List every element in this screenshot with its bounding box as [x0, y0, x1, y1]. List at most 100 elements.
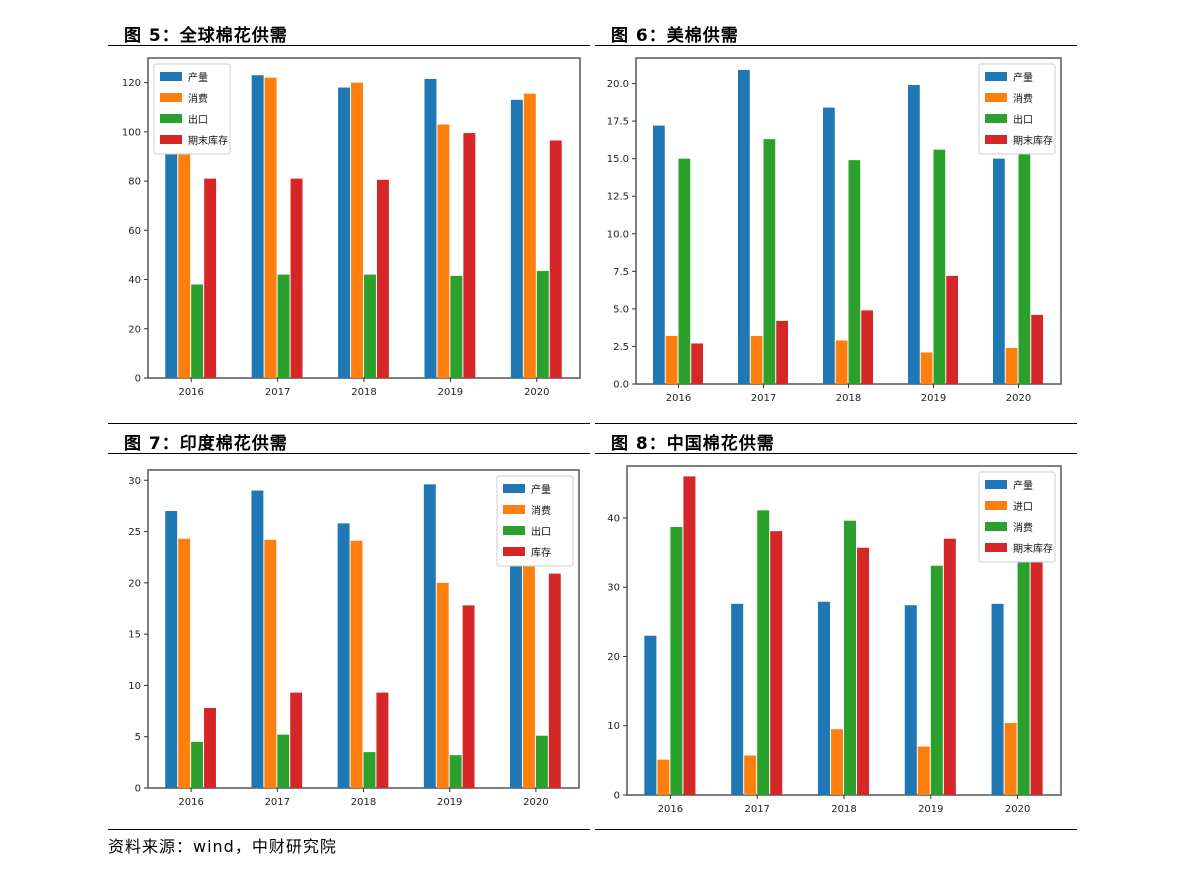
bar-china-2017-s1	[744, 755, 757, 795]
bar-china-2018-s2	[844, 520, 857, 795]
y-tick-label: 10	[128, 681, 141, 692]
y-tick-label: 5	[135, 732, 141, 743]
y-tick-label: 12.5	[607, 192, 629, 203]
bar-us-2018-s1	[835, 340, 848, 384]
bar-global-2016-s1	[178, 94, 191, 378]
separator-rule-right	[595, 423, 1077, 424]
y-tick-label: 10	[607, 721, 620, 732]
y-tick-label: 0	[135, 374, 141, 385]
bar-global-2020-s1	[523, 93, 536, 378]
y-tick-label: 5.0	[613, 304, 629, 315]
legend-box-us	[978, 63, 1056, 155]
legend-label: 产量	[531, 483, 551, 496]
y-tick-label: 15.0	[607, 154, 629, 165]
bar-us-2016-s2	[678, 158, 691, 384]
bar-us-2017-s1	[750, 335, 763, 384]
bar-global-2017-s0	[251, 75, 264, 378]
legend-label: 期末库存	[188, 134, 228, 147]
bar-global-2019-s2	[450, 275, 463, 378]
legend-swatch	[985, 501, 1007, 510]
bar-global-2017-s1	[264, 77, 277, 378]
separator-rule-left	[108, 423, 590, 424]
legend-label: 消费	[531, 504, 551, 517]
legend-label: 消费	[1013, 521, 1033, 534]
legend-swatch	[985, 114, 1007, 123]
y-tick-label: 30	[128, 476, 141, 487]
y-tick-label: 80	[128, 177, 141, 188]
bar-india-2018-s0	[337, 523, 350, 788]
bar-china-2019-s1	[917, 746, 930, 795]
legend-swatch	[503, 547, 525, 556]
bar-china-2020-s0	[991, 603, 1004, 795]
x-tick-label: 2019	[918, 804, 943, 815]
legend-swatch	[503, 484, 525, 493]
bar-china-2018-s0	[817, 601, 830, 795]
bar-global-2016-s3	[204, 178, 217, 378]
title-rule-india	[108, 453, 590, 454]
x-tick-label: 2016	[658, 804, 683, 815]
x-tick-label: 2019	[438, 387, 463, 398]
y-tick-label: 15	[128, 630, 141, 641]
legend-label: 产量	[188, 71, 208, 84]
x-tick-label: 2019	[921, 393, 946, 404]
chart-title-china: 图 8：中国棉花供需	[611, 434, 775, 454]
legend-swatch	[985, 135, 1007, 144]
x-tick-label: 2018	[351, 797, 376, 808]
bar-us-2020-s2	[1018, 151, 1031, 384]
legend-swatch	[985, 543, 1007, 552]
bar-china-2020-s2	[1017, 538, 1030, 795]
y-tick-label: 2.5	[613, 342, 629, 353]
y-tick-label: 20.0	[607, 79, 629, 90]
bar-global-2018-s1	[351, 82, 363, 378]
bar-us-2017-s2	[763, 139, 776, 384]
bar-china-2016-s1	[657, 759, 670, 795]
bar-india-2016-s3	[204, 707, 216, 788]
bar-china-2016-s2	[670, 526, 683, 795]
x-tick-label: 2018	[836, 393, 861, 404]
legend-label: 出口	[188, 113, 208, 126]
bar-china-2019-s0	[904, 605, 917, 795]
legend-swatch	[160, 114, 182, 123]
bar-india-2016-s1	[178, 538, 191, 788]
bar-global-2020-s2	[536, 270, 549, 378]
legend-swatch	[160, 135, 182, 144]
y-tick-label: 20	[128, 324, 141, 335]
y-tick-label: 0	[614, 791, 620, 802]
y-tick-label: 0	[135, 784, 141, 795]
legend-swatch	[985, 72, 1007, 81]
bar-global-2019-s0	[424, 78, 437, 378]
y-tick-label: 20	[607, 652, 620, 663]
legend-label: 消费	[1013, 92, 1033, 105]
legend-box-global	[153, 63, 231, 155]
x-tick-label: 2020	[1006, 393, 1031, 404]
bar-india-2020-s0	[510, 480, 522, 788]
x-tick-label: 2016	[178, 797, 203, 808]
bar-global-2018-s0	[338, 87, 351, 379]
bar-us-2017-s0	[738, 70, 750, 384]
bar-india-2020-s1	[522, 562, 535, 788]
x-tick-label: 2019	[437, 797, 462, 808]
x-tick-label: 2018	[831, 804, 856, 815]
legend-label: 期末库存	[1013, 134, 1053, 147]
bar-global-2020-s3	[549, 140, 562, 378]
bar-china-2018-s1	[830, 729, 843, 795]
bar-india-2019-s3	[462, 605, 475, 788]
footer-rule-left	[108, 829, 590, 830]
bar-us-2016-s3	[691, 343, 703, 384]
x-tick-label: 2020	[524, 387, 549, 398]
title-rule-global	[108, 45, 590, 46]
legend-label: 产量	[1013, 71, 1033, 84]
bar-china-2020-s1	[1004, 722, 1017, 795]
bar-india-2017-s1	[264, 539, 277, 788]
legend-swatch	[985, 522, 1007, 531]
bar-us-2020-s1	[1005, 347, 1018, 384]
bar-us-2018-s2	[848, 160, 861, 384]
legend-label: 进口	[1013, 501, 1033, 513]
bar-china-2017-s2	[757, 510, 770, 795]
legend-box-china	[978, 471, 1056, 563]
bar-us-2017-s3	[776, 320, 788, 384]
legend-swatch	[503, 526, 525, 535]
bar-us-2018-s0	[823, 107, 835, 384]
